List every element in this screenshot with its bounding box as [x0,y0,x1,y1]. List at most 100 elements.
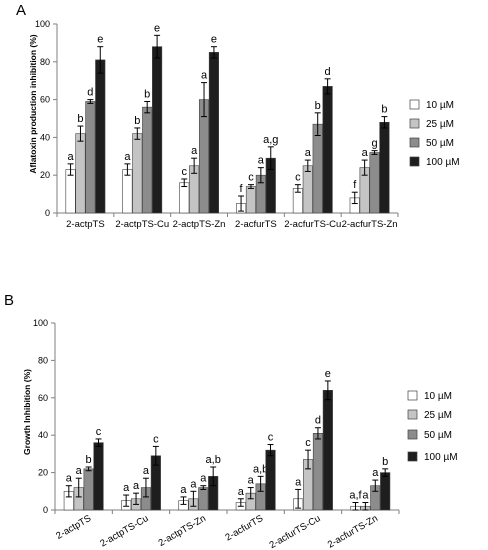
x-tick-label: 2-acfurTS-Zn [342,219,398,230]
significance-label: d [325,66,331,78]
y-tick-label: 100 [33,318,48,328]
significance-label: a [190,478,197,490]
y-tick-label: 60 [40,95,50,105]
significance-label: a [248,475,255,487]
significance-label: d [315,415,321,427]
bar [95,59,106,214]
significance-label: a,f [349,490,362,502]
panel-a-legend: 10 µM 25 µM 50 µM 100 µM [409,99,460,168]
bar [322,86,333,214]
significance-label: a [362,490,369,502]
legend-label: 25 µM [424,410,452,421]
bar [65,169,76,214]
y-tick-label: 20 [40,170,50,180]
y-tick-label: 80 [38,355,48,365]
legend-label: 100 µM [426,157,460,168]
x-tick-label: 2-actpTS-Zn [173,219,226,230]
significance-label: a [258,155,265,167]
legend-label: 50 µM [426,138,454,149]
significance-label: a,g [263,134,278,146]
x-tick-label: 2-actpTS [66,219,105,230]
bar [312,433,324,511]
significance-label: a [305,147,312,159]
panel-b-letter: B [4,292,14,309]
significance-label: a [201,70,208,82]
significance-label: a [200,473,207,485]
significance-label: c [96,426,102,438]
significance-label: b [315,100,321,112]
significance-label: a [180,484,187,496]
bar [93,442,104,511]
legend-swatch [407,390,418,401]
panel-b-plot: 0 20 40 60 80 100 2-actpTS 2-actpTS-Cu 2-actpTS-… [33,318,400,550]
x-tick-label: 2-actpTS-Cu [115,219,169,230]
y-tick-label: 0 [45,208,50,218]
y-tick-label: 40 [40,132,50,142]
significance-label: a [124,151,131,163]
bar [322,390,333,511]
significance-label: b [134,115,140,127]
significance-label: f [240,183,244,195]
panel-a-y-axis-title: Aflatoxin production inhibition (%) [28,34,38,173]
bar [302,165,313,214]
significance-label: e [154,22,160,34]
significance-label: a,b [206,454,221,466]
significance-label: a [68,151,75,163]
significance-label: a [362,147,369,159]
significance-label: a [191,145,198,157]
y-tick-label: 60 [38,393,48,403]
x-tick-label: 2-acfurTS [224,513,266,543]
x-tick-label: 2-actpTS-Cu [98,513,150,549]
y-tick-label: 0 [43,505,48,515]
legend-label: 100 µM [424,452,458,463]
legend-swatch [409,118,420,129]
panel-b: B Growth Inhibition (%) 0 20 40 60 80 100 2-ac… [4,292,458,550]
x-tick-label: 2-actpTS-Zn [157,513,208,549]
significance-label: a [238,486,245,498]
bar [179,182,190,214]
bar [122,169,133,214]
x-tick-label: 2-actpTS [54,513,93,542]
legend-swatch [409,156,420,167]
legend-swatch [407,409,418,420]
panel-b-legend: 10 µM 25 µM 50 µM 100 µM [407,390,458,463]
significance-label: c [295,172,301,184]
significance-label: b [77,113,83,125]
bar [198,487,209,511]
bar [132,133,143,214]
significance-label: c [248,172,254,184]
significance-label: b [381,104,387,116]
significance-label: a [123,482,130,494]
bar [312,123,323,214]
bar [75,133,86,214]
y-tick-label: 40 [38,430,48,440]
panel-b-y-axis-title: Growth Inhibition (%) [22,369,32,455]
y-tick-label: 80 [40,57,50,67]
bar [83,468,94,511]
legend-swatch [407,451,418,462]
legend-swatch [407,429,418,440]
significance-label: a,b [253,463,268,475]
bar [380,472,391,511]
panel-a: A Aflatoxin production inhibition (%) 0 2… [16,2,460,230]
legend-label: 10 µM [424,391,452,402]
legend-label: 10 µM [426,100,454,111]
legend-label: 25 µM [426,119,454,130]
significance-label: g [371,138,377,150]
significance-label: a [66,473,73,485]
bar [152,46,163,214]
significance-label: e [97,34,103,46]
significance-label: c [153,433,159,445]
bar [142,106,153,214]
significance-label: b [382,456,388,468]
panel-a-letter: A [16,2,26,19]
bar [208,52,219,214]
significance-label: a [143,465,150,477]
significance-label: a [76,465,83,477]
bar [265,449,276,511]
x-tick-label: 2-acfurTS-Zn [326,513,380,550]
significance-label: b [86,454,92,466]
bar [245,186,257,214]
y-tick-label: 100 [35,19,50,29]
